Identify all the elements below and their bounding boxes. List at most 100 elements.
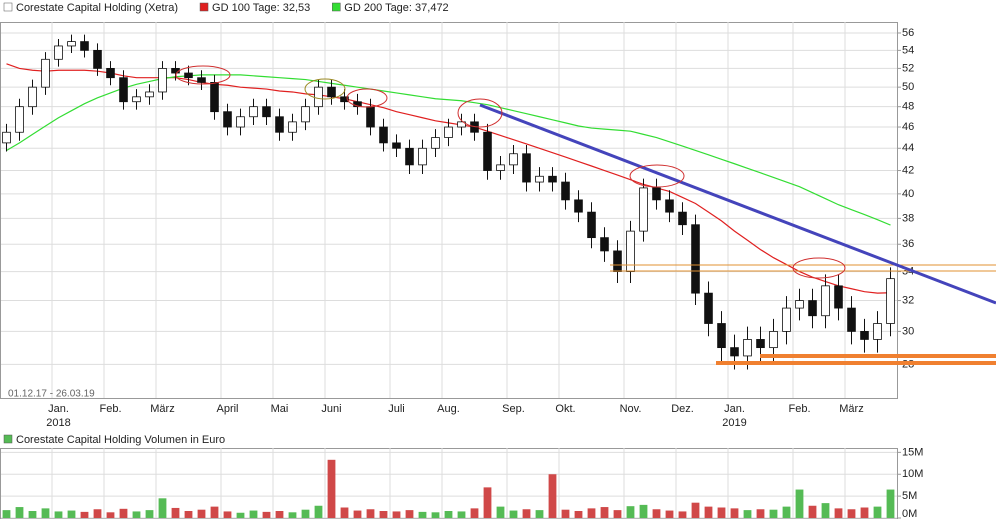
drawings — [175, 65, 996, 365]
volume-bar — [600, 507, 609, 518]
volume-bar — [678, 511, 687, 518]
marker-ellipse — [457, 98, 503, 128]
candle-body — [197, 77, 206, 83]
candle-body — [548, 175, 557, 183]
candle-body — [704, 292, 713, 324]
volume-bar — [808, 505, 817, 518]
y-tick-label: 5M — [902, 490, 917, 502]
candle-body — [873, 323, 882, 340]
volume-bar — [470, 508, 479, 518]
candle-body — [431, 137, 440, 149]
y-tick-label: 54 — [902, 44, 914, 56]
candle-body — [678, 211, 687, 226]
candle-body — [301, 106, 310, 123]
x-tick-label: Feb. — [99, 403, 121, 415]
candle-body — [782, 307, 791, 332]
volume-bar — [275, 511, 284, 518]
volume-bar — [717, 507, 726, 518]
volume-bar — [665, 510, 674, 518]
y-tick-label: 48 — [902, 101, 914, 113]
candle-body — [665, 199, 674, 213]
x-tick-label: März — [839, 403, 863, 415]
candle-body — [223, 111, 232, 128]
volume-bar — [795, 489, 804, 518]
candle-body — [561, 181, 570, 201]
volume-title: Corestate Capital Holding Volumen in Eur… — [16, 434, 225, 446]
volume-bar — [132, 511, 141, 518]
volume-bar — [496, 506, 505, 518]
x-tick-label: April — [216, 403, 238, 415]
date-range: 01.12.17 - 26.03.19 — [8, 389, 95, 400]
volume-bar — [587, 508, 596, 518]
candle-body — [405, 147, 414, 166]
candle-body — [314, 86, 323, 108]
y-tick-label: 15M — [902, 446, 923, 458]
candle-body — [28, 86, 37, 108]
candle-body — [756, 339, 765, 349]
marker-ellipse — [304, 78, 346, 100]
candle-body — [106, 68, 115, 79]
volume-bar — [223, 511, 232, 518]
candle-body — [444, 126, 453, 138]
volume-bar — [418, 511, 427, 518]
year-label: 2018 — [46, 417, 70, 429]
candle-body — [587, 211, 596, 239]
candle-body — [834, 285, 843, 309]
volume-bar — [262, 511, 271, 518]
candle-body — [496, 164, 505, 171]
volume-bar — [28, 511, 37, 518]
year-label: 2019 — [722, 417, 746, 429]
volume-bar — [535, 510, 544, 518]
candle-body — [574, 199, 583, 213]
volume-bar — [639, 504, 648, 518]
volume-bar — [847, 509, 856, 518]
candle-body — [262, 106, 271, 118]
volume-bar — [444, 511, 453, 518]
legend-swatch — [332, 2, 341, 12]
moving-average — [6, 74, 891, 226]
candle-body — [184, 72, 193, 79]
candle-body — [600, 237, 609, 252]
marker-ellipse — [346, 88, 388, 108]
x-tick-label: Nov. — [620, 403, 642, 415]
candle-body — [639, 187, 648, 232]
candle-body — [730, 347, 739, 357]
plot-layer: 283032343638404244464850525456Jan.2018Fe… — [1, 22, 923, 520]
x-tick-label: Juni — [321, 403, 341, 415]
candle-body — [769, 331, 778, 349]
candle-body — [158, 68, 167, 93]
marker-ellipse — [629, 164, 685, 188]
x-tick-label: Dez. — [671, 403, 694, 415]
candle-body — [392, 142, 401, 149]
y-tick-label: 40 — [902, 188, 914, 200]
y-tick-label: 36 — [902, 238, 914, 250]
candle-body — [743, 339, 752, 357]
volume-bar — [119, 508, 128, 518]
volume-bar — [483, 487, 492, 518]
candle-body — [93, 49, 102, 69]
candle-body — [41, 58, 50, 88]
x-tick-label: Juli — [388, 403, 405, 415]
volume-bar — [67, 510, 76, 518]
candle-body — [626, 230, 635, 272]
volume-bar — [860, 507, 869, 518]
candle-body — [860, 331, 869, 340]
y-tick-label: 46 — [902, 121, 914, 133]
y-tick-label: 44 — [902, 142, 914, 154]
volume-bar — [171, 507, 180, 518]
volume-bar — [652, 509, 661, 518]
volume-bar — [782, 506, 791, 518]
volume-bar — [340, 507, 349, 518]
volume-bar — [392, 511, 401, 518]
candle-body — [236, 116, 245, 128]
trend-line — [479, 103, 996, 305]
marker-ellipse — [175, 65, 231, 85]
volume-bar — [197, 509, 206, 518]
volume-bar — [886, 489, 895, 518]
candle-body — [2, 131, 11, 144]
volume-bar — [41, 508, 50, 518]
volume-bar — [691, 502, 700, 518]
candle-body — [808, 300, 817, 317]
volume-bar — [2, 510, 11, 518]
candle-body — [457, 121, 466, 128]
